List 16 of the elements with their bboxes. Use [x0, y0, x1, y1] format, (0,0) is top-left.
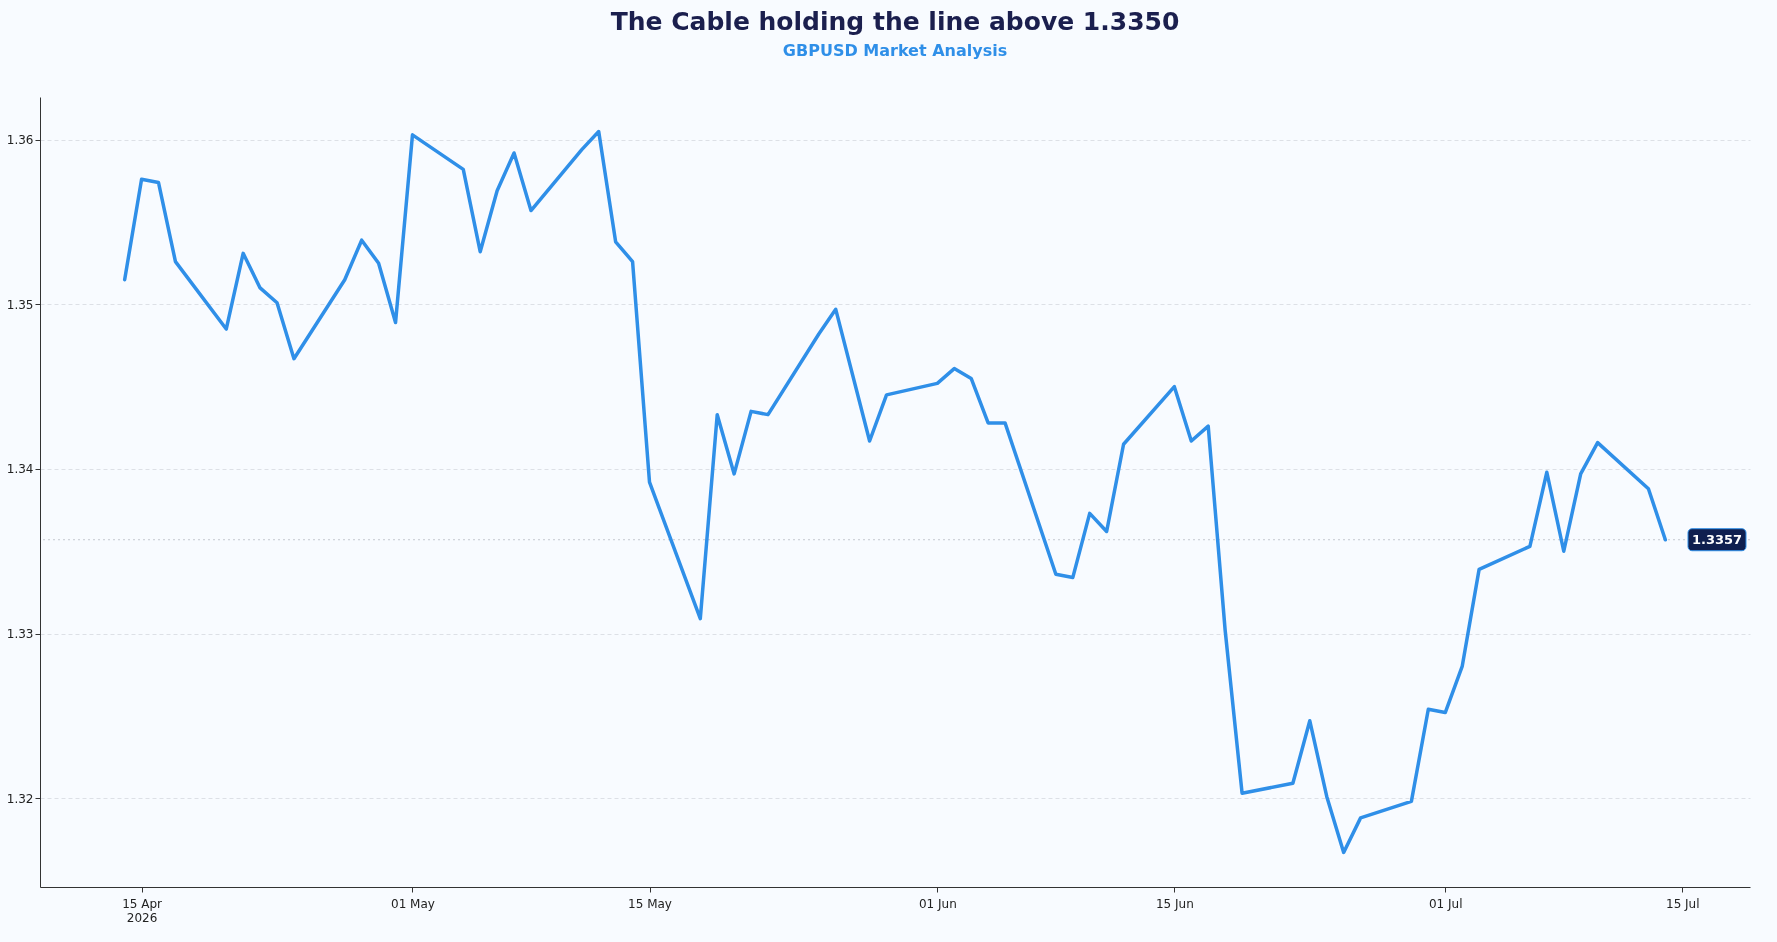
x-tick-label: 01 Jul: [1428, 896, 1463, 911]
x-tick-label: 15 May: [628, 896, 672, 911]
chart-title: The Cable holding the line above 1.3350: [610, 7, 1180, 36]
chart-subtitle: GBPUSD Market Analysis: [782, 41, 1008, 60]
x-tick-label: 15 Jun: [1155, 896, 1194, 911]
y-tick-label: 1.33: [6, 627, 34, 642]
y-tick-label: 1.35: [6, 297, 34, 312]
x-tick-label: 01 Jun: [918, 896, 957, 911]
y-tick-label: 1.32: [6, 791, 34, 806]
x-tick-label: 01 May: [391, 896, 435, 911]
line-series: [122, 129, 1668, 855]
x-tick-label: 15 Apr 2026: [122, 896, 163, 925]
x-tick-label: 15 Jul: [1666, 896, 1700, 911]
y-tick-label: 1.34: [6, 462, 34, 477]
y-tick-label: 1.36: [6, 133, 34, 148]
ref-line-label: 1.3357: [1691, 531, 1743, 547]
